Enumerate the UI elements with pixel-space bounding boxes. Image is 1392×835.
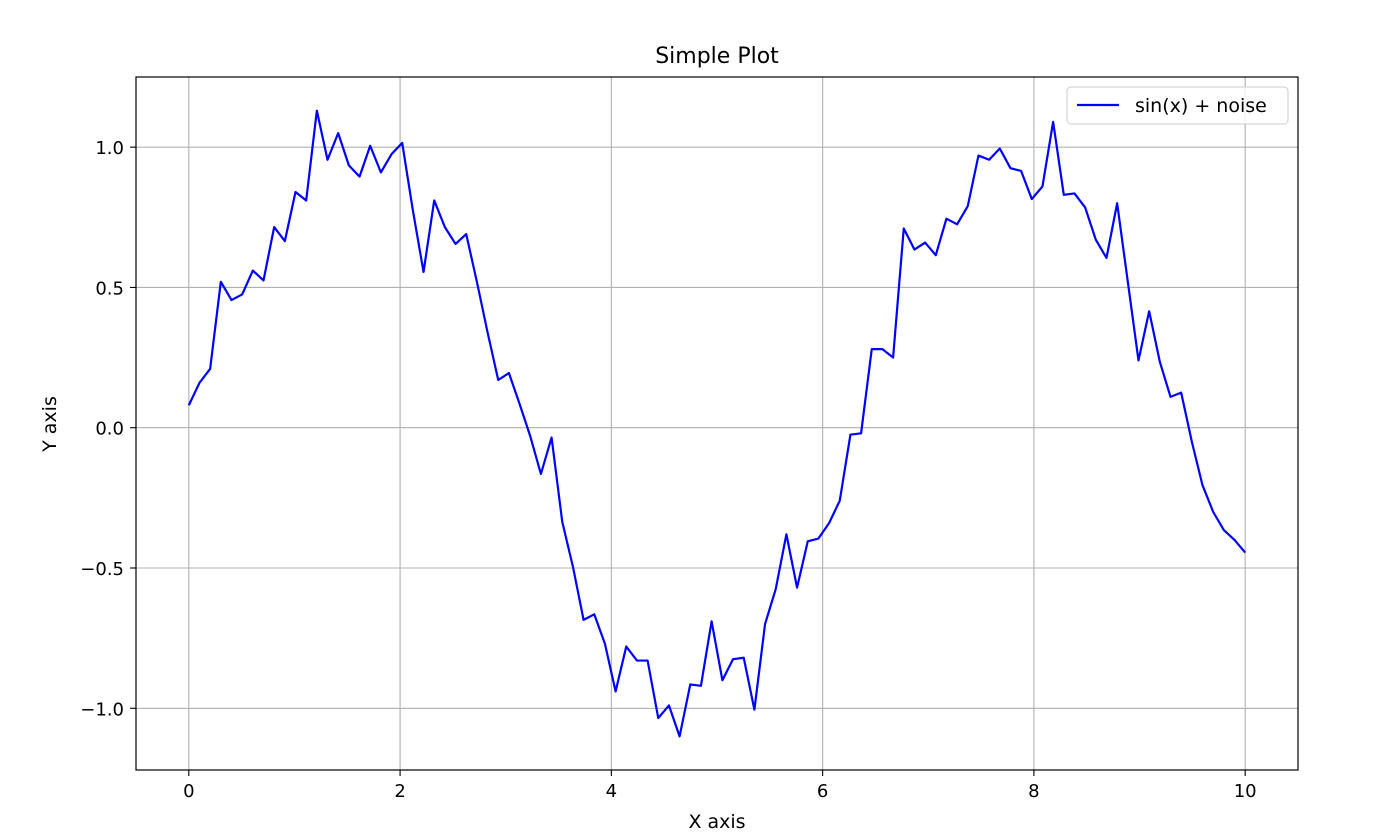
plot-frame <box>135 76 1299 771</box>
legend-box <box>1066 86 1289 125</box>
series-line <box>187 109 1247 738</box>
chart-title: Simple Plot <box>655 44 779 69</box>
x-tick-label: 0 <box>183 781 194 802</box>
legend-label: sin(x) + noise <box>1135 95 1267 117</box>
x-tick-label: 8 <box>1028 781 1039 802</box>
series-layer <box>187 109 1247 738</box>
grid <box>136 77 1298 770</box>
y-axis-label: Y axis <box>39 396 61 453</box>
plot-area <box>136 77 1298 770</box>
y-tick-label: 0.0 <box>95 419 124 440</box>
x-tick-label: 4 <box>606 781 617 802</box>
y-tick-label: −1.0 <box>80 699 124 720</box>
y-tick-label: 1.0 <box>95 138 124 159</box>
y-tick-label: 0.5 <box>95 278 124 299</box>
axis-ticks: 0 2 4 6 8 10 −1.0 −0.5 0.0 0.5 1.0 <box>80 138 1256 802</box>
x-axis-label: X axis <box>688 811 745 833</box>
y-tick-label: −0.5 <box>80 559 124 580</box>
x-tick-label: 2 <box>394 781 405 802</box>
legend: sin(x) + noise <box>1066 86 1289 125</box>
x-tick-label: 6 <box>817 781 828 802</box>
x-tick-label: 10 <box>1234 781 1257 802</box>
